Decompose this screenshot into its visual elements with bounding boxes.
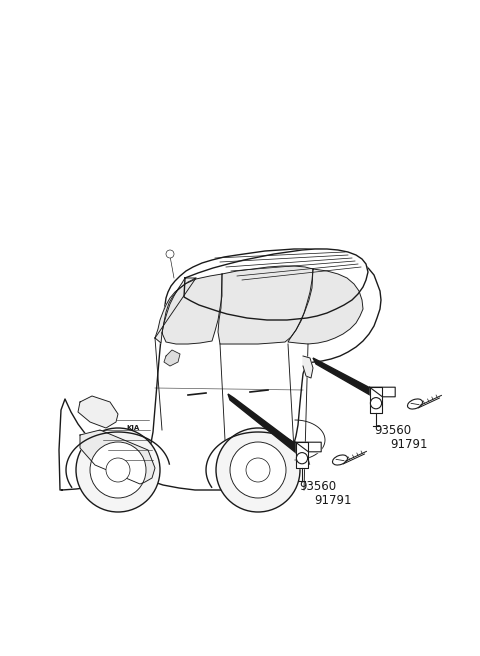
Circle shape	[106, 458, 130, 482]
Text: 91791: 91791	[390, 438, 428, 451]
Text: 91791: 91791	[314, 494, 351, 507]
Polygon shape	[80, 430, 155, 484]
Polygon shape	[162, 274, 222, 344]
Polygon shape	[155, 278, 196, 343]
Polygon shape	[218, 266, 313, 344]
Text: KIA: KIA	[126, 425, 140, 431]
Polygon shape	[228, 394, 306, 456]
Text: 93560: 93560	[374, 424, 411, 437]
Polygon shape	[296, 442, 308, 468]
Ellipse shape	[333, 455, 348, 465]
Polygon shape	[370, 387, 395, 397]
Text: 93560: 93560	[299, 480, 336, 493]
Circle shape	[371, 398, 382, 409]
Circle shape	[246, 458, 270, 482]
Circle shape	[296, 453, 308, 464]
Polygon shape	[288, 269, 363, 344]
Circle shape	[90, 442, 146, 498]
Polygon shape	[303, 356, 313, 378]
Polygon shape	[313, 358, 374, 395]
Polygon shape	[164, 350, 180, 366]
Polygon shape	[296, 442, 321, 452]
Polygon shape	[78, 396, 118, 428]
Circle shape	[216, 428, 300, 512]
Polygon shape	[370, 387, 383, 413]
Circle shape	[166, 250, 174, 258]
Polygon shape	[184, 249, 368, 320]
Circle shape	[230, 442, 286, 498]
Circle shape	[76, 428, 160, 512]
Ellipse shape	[408, 399, 422, 409]
Polygon shape	[59, 249, 381, 490]
